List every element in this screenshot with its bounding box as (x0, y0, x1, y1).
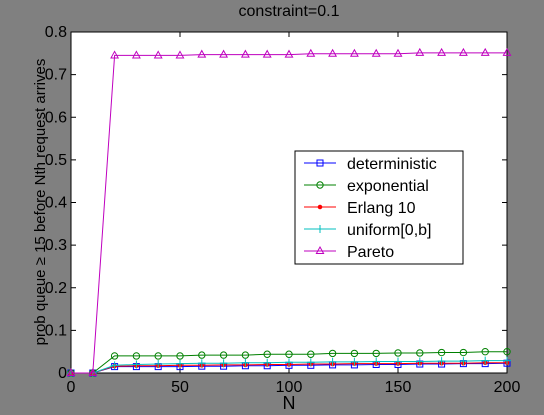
data-point-circle (176, 352, 184, 360)
data-point-plus (219, 359, 228, 368)
data-point-triangle (458, 47, 468, 56)
x-tick-label: 200 (494, 379, 521, 396)
data-point-circle (263, 350, 271, 358)
data-point-circle (198, 351, 206, 359)
data-point-plus (437, 357, 446, 366)
y-axis: 0 0.1 0.2 0.3 0.4 0.5 0.6 0.7 0.8 (45, 24, 507, 382)
data-point-triangle (219, 49, 229, 58)
data-point-plus (132, 360, 141, 369)
data-point-triangle (480, 47, 490, 56)
y-axis-label: prob queue ≥ 15 before Nth request arriv… (32, 59, 49, 346)
legend-label: exponential (347, 178, 429, 195)
data-point-circle (503, 347, 511, 356)
data-point-triangle (110, 50, 120, 59)
x-axis-label: N (283, 393, 296, 413)
y-tick-label: 0 (58, 365, 67, 382)
data-point-triangle (262, 49, 272, 58)
data-point-plus (394, 357, 402, 366)
data-point-plus (328, 357, 337, 366)
data-point-triangle (175, 50, 185, 59)
y-tick-label: 0.4 (45, 195, 67, 212)
data-point-triangle (240, 49, 250, 58)
legend-entry: deterministic (304, 156, 437, 173)
y-tick-label: 0.2 (45, 280, 67, 297)
data-point-plus (350, 357, 359, 366)
y-tick-label: 0.5 (45, 152, 67, 169)
series-line (71, 52, 507, 374)
data-point-triangle (437, 47, 447, 56)
x-tick-label: 0 (67, 379, 76, 396)
data-point-triangle (315, 245, 325, 254)
legend-entry: uniform[0,b] (304, 222, 431, 239)
y-tick-label: 0.7 (45, 67, 67, 84)
data-point-circle (481, 347, 489, 356)
data-point-circle (328, 349, 337, 358)
data-point-triangle (197, 49, 207, 58)
data-point-plus (372, 357, 381, 366)
y-tick-label: 0.6 (45, 109, 67, 126)
legend-entry: Pareto (304, 244, 394, 261)
data-point-plus (263, 358, 272, 367)
data-point-triangle (349, 48, 359, 57)
data-point-plus (316, 225, 324, 233)
data-point-circle (241, 351, 250, 359)
data-point-triangle (393, 48, 403, 57)
data-point-circle (394, 349, 402, 357)
data-point-circle (416, 349, 424, 357)
data-point-plus (176, 359, 184, 368)
data-point-circle (316, 181, 324, 189)
data-point-circle (219, 351, 228, 359)
legend-label: uniform[0,b] (347, 222, 431, 239)
x-axis: 0 50 100 150 200 (67, 32, 521, 396)
data-point-plus (110, 361, 119, 370)
data-point-plus (481, 356, 490, 365)
data-point-circle (437, 348, 446, 357)
data-point-circle (372, 349, 380, 358)
data-point-circle (307, 350, 315, 358)
chart-title: constraint=0.1 (239, 3, 340, 20)
data-point-plus (415, 357, 424, 366)
data-point-triangle (153, 50, 163, 59)
data-point-plus (306, 358, 315, 367)
data-point-circle (154, 352, 162, 360)
data-point-triangle (66, 367, 76, 376)
data-point-plus (154, 360, 163, 369)
data-point-triangle (88, 367, 98, 376)
data-point-plus (197, 359, 206, 368)
data-point-triangle (131, 50, 141, 59)
data-point-triangle (371, 48, 381, 57)
data-point-circle (350, 349, 359, 358)
data-point-triangle (502, 47, 512, 56)
legend-entry: exponential (304, 178, 429, 195)
data-point-plus (241, 358, 250, 367)
series-line (71, 351, 507, 374)
data-point-triangle (284, 49, 294, 58)
data-point-plus (459, 357, 468, 366)
series-triangle (66, 47, 512, 376)
data-point-plus (503, 356, 511, 365)
y-tick-label: 0.1 (45, 322, 67, 339)
x-tick-label: 150 (385, 379, 412, 396)
y-tick-label: 0.8 (45, 24, 67, 41)
data-point-triangle (306, 48, 316, 57)
x-tick-label: 100 (276, 379, 303, 396)
data-point-circle (110, 352, 119, 360)
data-point-circle (285, 350, 293, 358)
y-tick-label: 0.3 (45, 237, 67, 254)
legend-label: Pareto (347, 244, 394, 261)
data-point-square (316, 159, 324, 167)
legend-entry: Erlang 10 (304, 200, 416, 217)
data-point-plus (285, 358, 293, 367)
data-point-circle (132, 352, 141, 360)
data-point-dot (317, 204, 323, 210)
legend-label: deterministic (347, 156, 437, 173)
data-point-triangle (415, 47, 425, 56)
data-point-circle (459, 348, 468, 357)
data-point-triangle (328, 48, 338, 57)
legend-label: Erlang 10 (347, 200, 416, 217)
series-layer (66, 47, 512, 377)
legend: deterministic exponential Erlang 10 uniform… (294, 150, 464, 265)
x-tick-label: 50 (171, 379, 189, 396)
